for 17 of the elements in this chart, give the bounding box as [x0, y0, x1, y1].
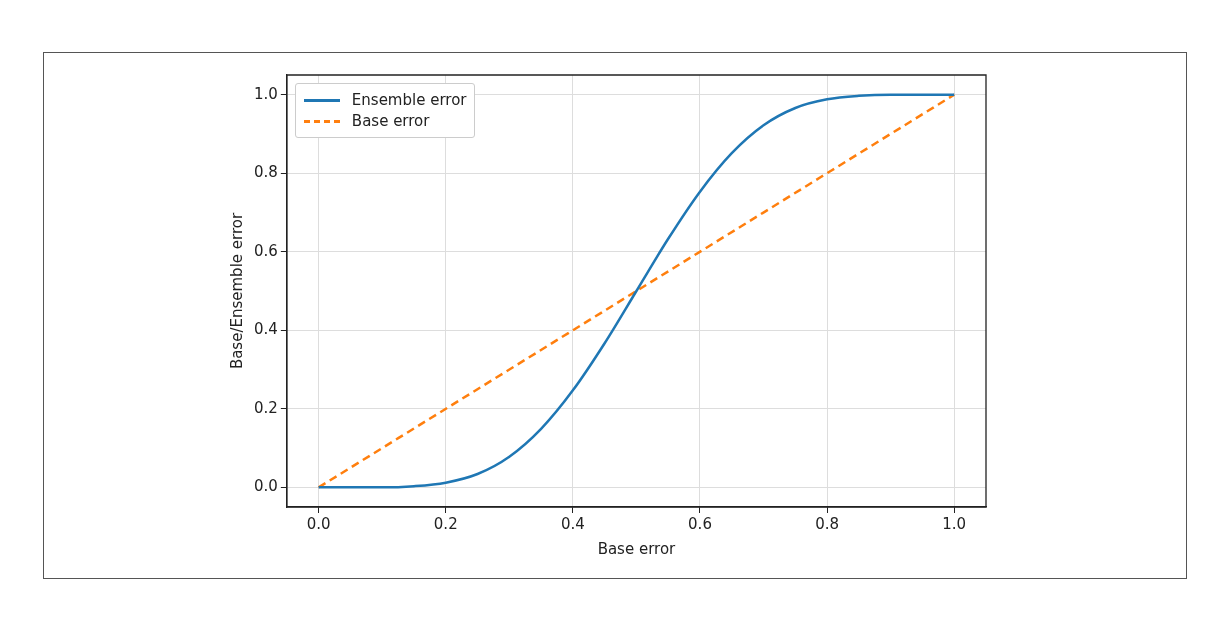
x-tick-label: 0.0 — [306, 514, 331, 533]
legend-label: Base error — [351, 112, 430, 130]
y-tick-label: 0.0 — [254, 477, 278, 496]
y-tick-label: 0.8 — [254, 163, 278, 182]
x-axis-title: Base error — [597, 539, 677, 558]
x-tick-label: 0.4 — [560, 514, 585, 533]
legend-label: Ensemble error — [351, 91, 467, 109]
y-tick-label: 0.4 — [254, 320, 278, 339]
x-tick-label: 1.0 — [942, 514, 967, 533]
y-tick-label: 1.0 — [254, 84, 278, 103]
y-tick-label: 0.2 — [254, 398, 278, 417]
y-tick-label: 0.6 — [254, 241, 278, 260]
line-series — [317, 93, 956, 489]
x-tick-label: 0.2 — [433, 514, 458, 533]
y-axis-title: Base/Ensemble error — [227, 212, 246, 370]
x-tick-label: 0.8 — [815, 514, 840, 533]
x-tick-label: 0.6 — [688, 514, 712, 533]
